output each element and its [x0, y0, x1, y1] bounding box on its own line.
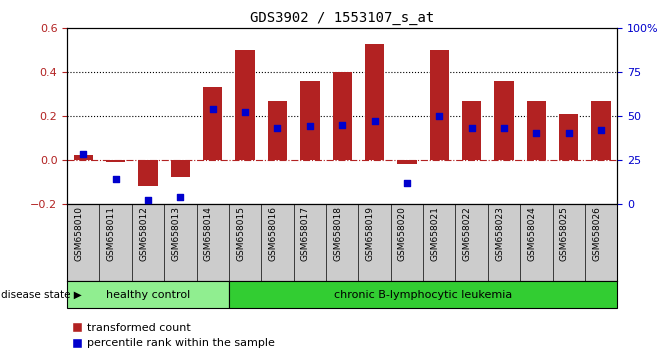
Text: healthy control: healthy control [106, 290, 190, 300]
Text: GSM658013: GSM658013 [171, 206, 180, 261]
Bar [333, 72, 352, 160]
Point [596, 127, 607, 133]
Point [434, 113, 445, 119]
Point [207, 106, 218, 112]
Point [401, 180, 412, 185]
Text: GSM658026: GSM658026 [592, 206, 601, 261]
Text: GSM658012: GSM658012 [139, 206, 148, 261]
Title: GDS3902 / 1553107_s_at: GDS3902 / 1553107_s_at [250, 11, 434, 24]
Text: GSM658020: GSM658020 [398, 206, 407, 261]
Bar [429, 50, 449, 160]
Point [531, 131, 541, 136]
Bar [462, 101, 481, 160]
Text: chronic B-lymphocytic leukemia: chronic B-lymphocytic leukemia [334, 290, 512, 300]
Point [369, 118, 380, 124]
Point [175, 194, 186, 199]
Point [110, 176, 121, 182]
Bar [365, 44, 384, 160]
Text: GSM658024: GSM658024 [527, 206, 536, 261]
Bar [300, 81, 319, 160]
Bar [67, 281, 229, 308]
Point [143, 197, 154, 203]
Bar [527, 101, 546, 160]
Bar [495, 81, 514, 160]
Bar [138, 160, 158, 186]
Text: GSM658025: GSM658025 [560, 206, 569, 261]
Text: GSM658018: GSM658018 [333, 206, 342, 261]
Point [272, 125, 283, 131]
Bar [236, 50, 255, 160]
Bar [397, 160, 417, 164]
Text: GSM658016: GSM658016 [268, 206, 278, 261]
Text: GSM658014: GSM658014 [204, 206, 213, 261]
Bar [106, 160, 125, 162]
Text: GSM658017: GSM658017 [301, 206, 310, 261]
Text: GSM658010: GSM658010 [74, 206, 83, 261]
Point [564, 131, 574, 136]
Text: GSM658022: GSM658022 [463, 206, 472, 261]
Bar [229, 281, 617, 308]
Text: GSM658021: GSM658021 [430, 206, 440, 261]
Bar [559, 114, 578, 160]
Text: disease state ▶: disease state ▶ [1, 290, 81, 300]
Bar [74, 155, 93, 160]
Point [337, 122, 348, 127]
Point [305, 124, 315, 129]
Bar [170, 160, 190, 177]
Text: GSM658019: GSM658019 [366, 206, 374, 261]
Bar [591, 101, 611, 160]
Text: GSM658011: GSM658011 [107, 206, 115, 261]
Point [240, 110, 250, 115]
Point [499, 125, 509, 131]
Text: GSM658015: GSM658015 [236, 206, 245, 261]
Point [466, 125, 477, 131]
Text: GSM658023: GSM658023 [495, 206, 504, 261]
Legend: transformed count, percentile rank within the sample: transformed count, percentile rank withi… [72, 323, 275, 348]
Point [78, 152, 89, 157]
Bar [268, 101, 287, 160]
Bar [203, 87, 223, 160]
